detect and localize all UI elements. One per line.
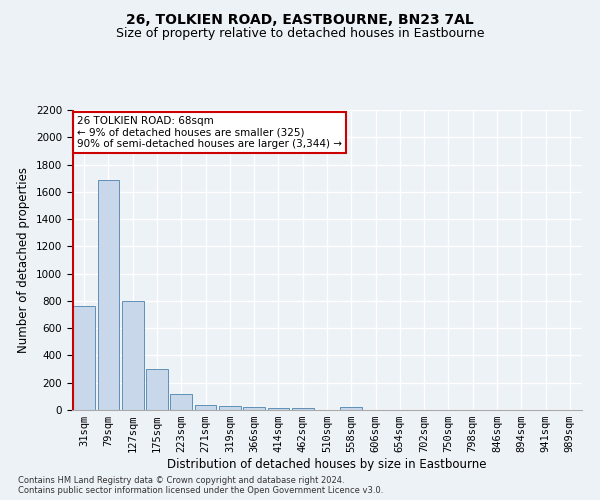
- Bar: [243, 407, 265, 410]
- Bar: [194, 404, 217, 410]
- Bar: [73, 306, 95, 410]
- Bar: [219, 406, 241, 410]
- Bar: [97, 180, 119, 410]
- Bar: [146, 369, 168, 410]
- Bar: [292, 408, 314, 410]
- X-axis label: Distribution of detached houses by size in Eastbourne: Distribution of detached houses by size …: [167, 458, 487, 471]
- Text: 26, TOLKIEN ROAD, EASTBOURNE, BN23 7AL: 26, TOLKIEN ROAD, EASTBOURNE, BN23 7AL: [126, 12, 474, 26]
- Bar: [268, 408, 289, 410]
- Text: Size of property relative to detached houses in Eastbourne: Size of property relative to detached ho…: [116, 28, 484, 40]
- Text: 26 TOLKIEN ROAD: 68sqm
← 9% of detached houses are smaller (325)
90% of semi-det: 26 TOLKIEN ROAD: 68sqm ← 9% of detached …: [77, 116, 342, 149]
- Bar: [340, 407, 362, 410]
- Bar: [122, 301, 143, 410]
- Y-axis label: Number of detached properties: Number of detached properties: [17, 167, 31, 353]
- Bar: [170, 394, 192, 410]
- Text: Contains HM Land Registry data © Crown copyright and database right 2024.
Contai: Contains HM Land Registry data © Crown c…: [18, 476, 383, 495]
